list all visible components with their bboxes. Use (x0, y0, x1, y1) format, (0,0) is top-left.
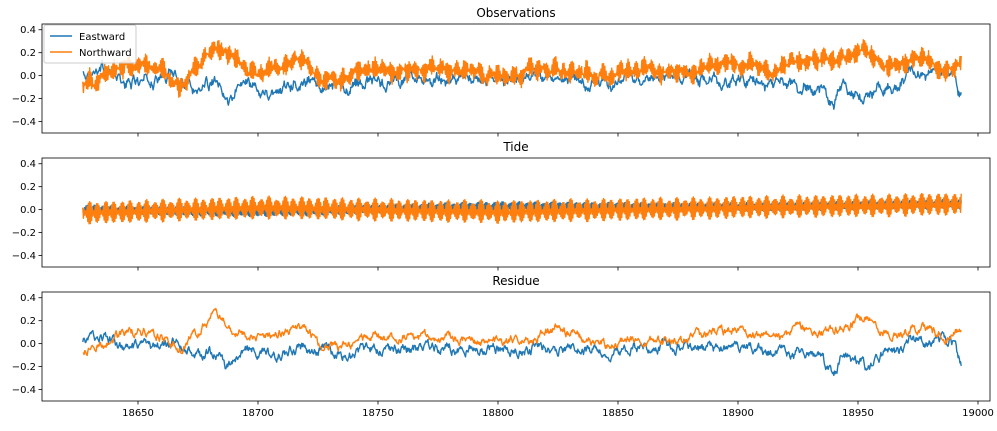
series-line-northward (82, 307, 962, 357)
y-tick-label: 0.0 (20, 71, 36, 82)
series-line-northward (82, 39, 962, 98)
y-tick-label: 0.4 (20, 25, 36, 36)
y-tick-label: −0.4 (12, 251, 36, 262)
x-tick-label: 18650 (122, 408, 154, 419)
x-tick-label: 18750 (362, 408, 394, 419)
panel-title: Observations (476, 6, 555, 20)
series-line-northward (82, 192, 962, 225)
x-tick-label: 18950 (842, 408, 874, 419)
y-tick-label: 0.0 (20, 205, 36, 216)
axes: −0.4 −0.2 0.0 0.2 0.4 (12, 23, 991, 137)
x-tick-label: 18900 (722, 408, 754, 419)
plot-area (82, 307, 962, 377)
legend-frame (43, 24, 137, 64)
axes: −0.4 −0.2 0.0 0.2 0.4 18650 18700 18750 18800 188… (12, 291, 994, 419)
plot-area (82, 192, 962, 225)
y-tick-label: 0.4 (20, 159, 36, 170)
y-tick-label: 0.2 (20, 316, 36, 327)
series-line-eastward (82, 329, 962, 377)
y-tick-label: −0.4 (12, 385, 36, 396)
panel-title: Tide (502, 140, 528, 154)
y-tick-label: 0.0 (20, 339, 36, 350)
x-tick-label: 18800 (482, 408, 514, 419)
x-tick-label: 18850 (602, 408, 634, 419)
x-tick-label: 19000 (962, 408, 994, 419)
y-tick-label: −0.2 (12, 94, 36, 105)
plot-area (82, 39, 962, 110)
y-tick-label: −0.2 (12, 362, 36, 373)
panel-tide: Tide −0.4 −0.2 0.0 0.2 0.4 (12, 140, 991, 271)
axes-frame (41, 291, 991, 402)
legend: Eastward Northward (43, 24, 137, 64)
y-tick-label: 0.4 (20, 293, 36, 304)
y-tick-label: −0.2 (12, 228, 36, 239)
legend-label-eastward: Eastward (79, 32, 125, 43)
panel-residue: Residue −0.4 −0.2 0.0 0.2 0.4 18650 18700 18750… (12, 274, 994, 419)
axes-frame (41, 23, 991, 134)
legend-label-northward: Northward (79, 48, 132, 59)
axes-frame (41, 157, 991, 268)
axes: −0.4 −0.2 0.0 0.2 0.4 (12, 157, 991, 271)
panel-title: Residue (492, 274, 539, 288)
x-tick-label: 18700 (242, 408, 274, 419)
y-tick-label: −0.4 (12, 117, 36, 128)
y-tick-label: 0.2 (20, 48, 36, 59)
y-tick-label: 0.2 (20, 182, 36, 193)
panel-observations: Observations −0.4 −0.2 0.0 0.2 0.4 Eastward … (12, 6, 991, 137)
